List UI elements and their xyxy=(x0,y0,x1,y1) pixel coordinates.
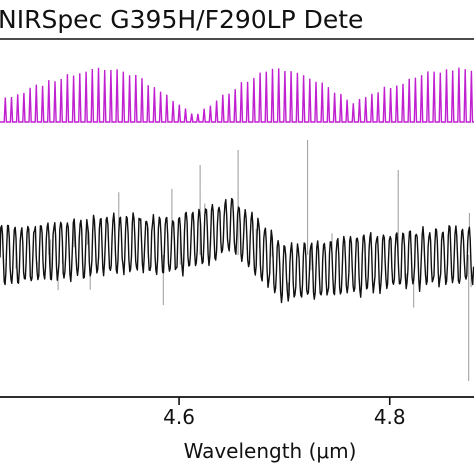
x-ticks: 4.6 4.8 xyxy=(163,397,406,429)
top-series-line xyxy=(0,67,474,123)
x-tick-label-1: 4.8 xyxy=(374,405,406,429)
bottom-series-line xyxy=(0,197,474,304)
x-tick-label-0: 4.6 xyxy=(163,405,195,429)
chart-title: NIRSpec G395H/F290LP Dete xyxy=(0,5,363,34)
bottom-noise-spikes xyxy=(15,140,472,381)
bottom-panel xyxy=(0,140,474,381)
top-series-group xyxy=(0,67,474,123)
x-axis-label: Wavelength (μm) xyxy=(184,439,357,463)
bottom-noise-group xyxy=(15,140,472,381)
bottom-series-group xyxy=(0,197,474,304)
x-axis: 4.6 4.8 Wavelength (μm) xyxy=(0,396,474,463)
top-panel xyxy=(0,38,474,123)
